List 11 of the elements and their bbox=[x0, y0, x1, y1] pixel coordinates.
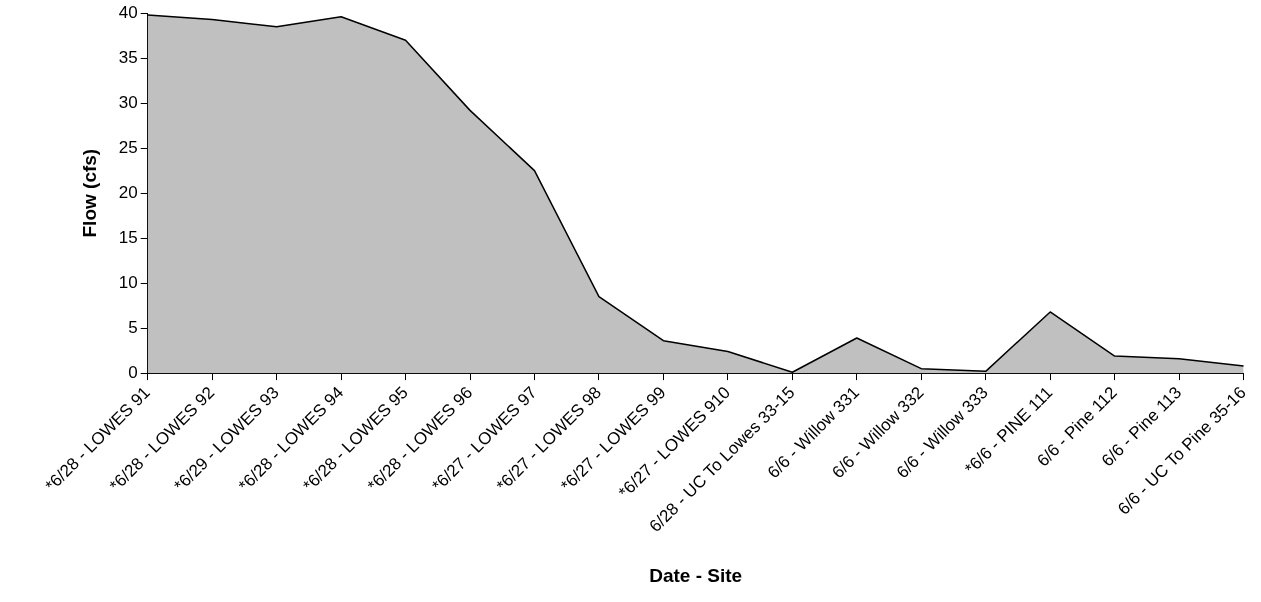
y-tick-label: 5 bbox=[128, 317, 138, 337]
y-tick-label: 0 bbox=[128, 362, 138, 382]
y-tick-label: 25 bbox=[118, 137, 138, 157]
x-axis-title: Date - Site bbox=[649, 564, 743, 586]
y-tick-label: 40 bbox=[118, 2, 138, 22]
y-tick-label: 35 bbox=[118, 47, 138, 67]
y-tick-label: 20 bbox=[118, 182, 138, 202]
y-axis-title: Flow (cfs) bbox=[78, 148, 100, 238]
y-tick-label: 30 bbox=[118, 92, 138, 112]
y-tick-label: 15 bbox=[118, 227, 138, 247]
y-tick-label: 10 bbox=[118, 272, 138, 292]
